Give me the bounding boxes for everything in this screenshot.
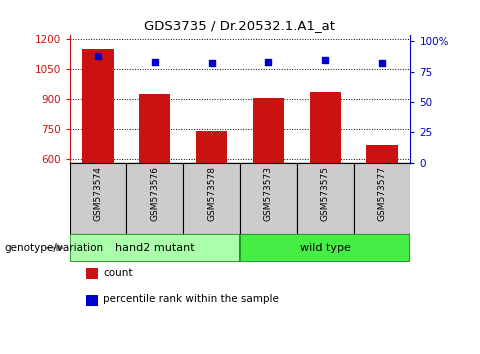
Point: [378, 61, 386, 66]
Bar: [240, 234, 410, 262]
Point: [208, 61, 216, 66]
Text: count: count: [103, 268, 132, 278]
Bar: [83, 49, 114, 163]
Bar: [183, 163, 240, 234]
Bar: [297, 163, 354, 234]
Bar: [253, 97, 284, 163]
Text: GSM573574: GSM573574: [94, 166, 103, 221]
Text: GSM573576: GSM573576: [150, 166, 159, 221]
Bar: [70, 234, 240, 262]
Bar: [70, 163, 126, 234]
Bar: [126, 163, 183, 234]
Text: GSM573577: GSM573577: [377, 166, 386, 221]
Point: [94, 53, 102, 59]
Text: hand2 mutant: hand2 mutant: [115, 243, 194, 253]
Text: GDS3735 / Dr.20532.1.A1_at: GDS3735 / Dr.20532.1.A1_at: [144, 19, 336, 33]
Text: GSM573575: GSM573575: [321, 166, 330, 221]
Point: [151, 59, 158, 65]
Bar: [366, 145, 397, 163]
Text: GSM573578: GSM573578: [207, 166, 216, 221]
Point: [264, 59, 272, 65]
Text: GSM573573: GSM573573: [264, 166, 273, 221]
Point: [321, 57, 329, 63]
Bar: [310, 92, 341, 163]
Text: genotype/variation: genotype/variation: [5, 243, 104, 253]
Bar: [139, 94, 170, 163]
Text: percentile rank within the sample: percentile rank within the sample: [103, 294, 279, 304]
Text: wild type: wild type: [300, 243, 350, 253]
Bar: [354, 163, 410, 234]
Bar: [240, 163, 297, 234]
Bar: [196, 131, 227, 163]
